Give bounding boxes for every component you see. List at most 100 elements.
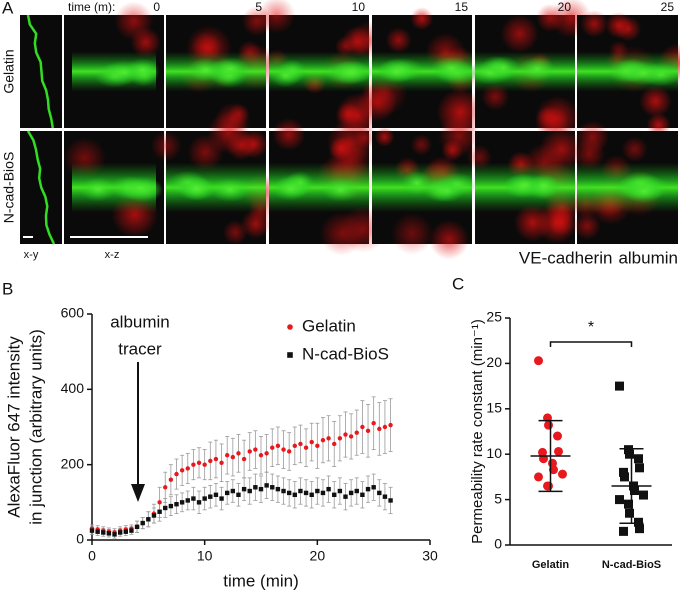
data-point <box>236 492 241 497</box>
cadherin-signal <box>624 179 665 204</box>
data-point <box>348 490 354 496</box>
albumin-signal <box>150 130 182 162</box>
cadherin-signal <box>271 176 310 201</box>
sd-bar <box>538 419 563 493</box>
data-point <box>534 472 543 482</box>
data-point <box>230 488 236 494</box>
data-point <box>275 486 281 492</box>
data-point <box>553 431 562 441</box>
junction-trace <box>26 130 56 245</box>
micrograph <box>150 111 280 245</box>
data-point <box>315 488 320 494</box>
x-tick-label: 10 <box>197 548 213 564</box>
data-point <box>343 432 348 437</box>
data-point <box>191 462 196 467</box>
albumin-signal <box>410 7 434 31</box>
data-point <box>225 453 230 458</box>
data-point <box>286 449 292 454</box>
row-label: N-cad-BioS <box>1 152 17 224</box>
data-point <box>219 496 224 501</box>
data-point <box>101 530 106 535</box>
data-point <box>619 526 628 536</box>
data-point <box>354 430 359 435</box>
data-point <box>292 492 297 497</box>
data-point <box>365 428 371 433</box>
data-point <box>112 532 117 537</box>
data-point <box>382 424 388 430</box>
micrograph <box>166 6 279 137</box>
data-point <box>354 488 359 494</box>
data-point <box>348 434 354 439</box>
data-point <box>241 456 247 462</box>
data-point <box>196 500 202 505</box>
time-tick: 15 <box>455 0 469 14</box>
data-point <box>337 488 343 494</box>
data-point <box>117 530 123 535</box>
data-point <box>298 488 303 494</box>
data-point <box>635 463 644 473</box>
data-point <box>208 458 213 464</box>
data-point <box>264 451 269 456</box>
albumin-signal <box>341 26 373 57</box>
time-tick: 0 <box>153 0 160 14</box>
y-axis-label: AlexaFluor 647 intensity <box>4 336 23 518</box>
significance-label: * <box>588 319 594 336</box>
sd-bar <box>619 448 644 524</box>
albumin-signal <box>410 133 433 156</box>
albumin-signal <box>605 12 633 39</box>
data-point <box>179 468 185 473</box>
albumin-signal <box>226 130 256 161</box>
cadherin-signal <box>430 56 472 81</box>
data-point <box>309 492 314 497</box>
data-point <box>554 446 563 456</box>
data-point <box>326 486 331 492</box>
channel-label: VE-cadherin <box>519 248 613 267</box>
cadherin-signal <box>269 63 302 88</box>
data-point <box>326 436 331 441</box>
legend-marker <box>287 324 293 330</box>
data-point <box>151 513 157 518</box>
annotation: albumin <box>110 312 170 331</box>
data-point <box>275 443 281 449</box>
cadherin-signal <box>125 58 160 83</box>
data-point <box>89 528 95 533</box>
data-point <box>371 421 376 426</box>
data-point <box>377 490 382 496</box>
cadherin-signal <box>331 60 373 85</box>
cadherin-signal <box>210 177 251 202</box>
data-point <box>146 517 151 522</box>
y-tick-label: 25 <box>486 309 502 325</box>
annotation: tracer <box>118 339 162 358</box>
albumin-signal <box>536 105 558 128</box>
albumin-signal <box>548 210 575 236</box>
albumin-signal <box>257 0 296 34</box>
y-axis-label: in junction (arbitrary units) <box>26 329 45 525</box>
data-point <box>225 490 230 496</box>
data-point <box>191 496 196 501</box>
y-axis-label: Permeability rate constant (min⁻¹) <box>469 319 486 544</box>
data-point <box>185 498 190 503</box>
albumin-signal <box>329 136 353 161</box>
x-tick-label: N-cad-BioS <box>602 559 661 571</box>
data-point <box>258 486 264 492</box>
data-point <box>625 449 634 459</box>
panel-letter: B <box>2 279 13 298</box>
albumin-signal <box>573 212 601 240</box>
data-point <box>258 453 264 458</box>
albumin-signal <box>438 115 480 157</box>
x-tick-label: Gelatin <box>532 559 570 571</box>
albumin-signal <box>222 220 248 245</box>
data-point <box>213 492 219 497</box>
y-tick-label: 20 <box>486 354 502 370</box>
data-point <box>286 490 292 496</box>
data-point <box>625 508 634 518</box>
time-tick: 10 <box>352 0 366 14</box>
data-point <box>315 443 320 449</box>
data-point <box>303 445 309 450</box>
albumin-signal <box>374 126 395 147</box>
significance-bracket <box>549 341 633 347</box>
albumin-signal <box>353 126 376 149</box>
cadherin-signal <box>376 59 417 84</box>
x-tick-label: 30 <box>422 548 438 564</box>
